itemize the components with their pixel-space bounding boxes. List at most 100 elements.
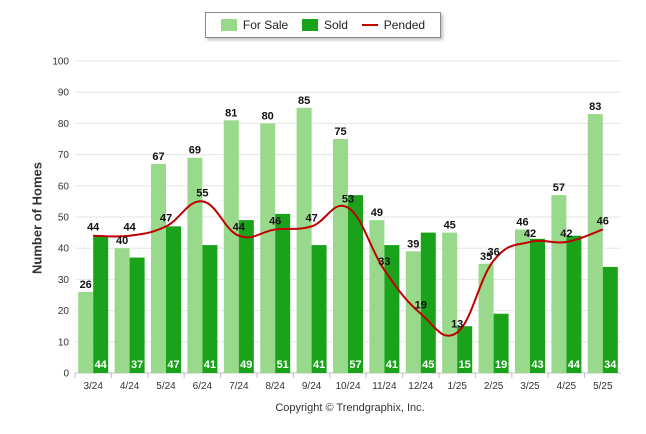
bar-for-sale [405,251,421,373]
data-label-pended: 47 [305,212,317,224]
data-label-pended: 55 [196,187,208,199]
legend-item-for-sale[interactable]: For Sale [220,18,289,32]
x-tick-label: 1/25 [447,381,467,392]
bar-for-sale [587,114,603,373]
data-label-for-sale: 26 [80,279,92,291]
data-label-sold: 41 [386,359,398,371]
x-tick-label: 8/24 [265,381,285,392]
data-label-pended: 33 [378,256,390,268]
bar-for-sale [151,163,166,373]
data-label-for-sale: 46 [516,216,528,228]
copyright-text: Copyright © Trendgraphix, Inc. [275,402,425,414]
data-label-pended: 13 [451,318,463,330]
bar-sold [275,213,291,373]
data-label-pended: 47 [160,212,172,224]
bar-for-sale [551,195,567,373]
bar-for-sale [369,220,385,373]
bar-sold [166,226,181,373]
bar-for-sale [296,107,312,374]
y-tick-label: 90 [58,88,70,99]
y-tick-label: 40 [58,244,70,255]
data-label-for-sale: 57 [553,182,565,194]
bar-for-sale [442,232,458,373]
data-label-sold: 19 [495,359,507,371]
bar-for-sale [223,120,239,373]
data-label-for-sale: 80 [262,110,274,122]
data-label-sold: 44 [568,359,581,371]
data-label-sold: 51 [277,359,289,371]
data-label-pended: 46 [597,215,609,227]
bar-sold [311,245,327,373]
data-label-sold: 41 [313,359,325,371]
x-tick-label: 6/24 [193,381,213,392]
data-label-for-sale: 75 [334,126,346,138]
data-label-sold: 45 [422,359,434,371]
legend-swatch-sold [301,19,318,31]
bar-for-sale [478,263,494,373]
bar-sold [457,326,473,373]
bar-sold [493,313,509,373]
y-tick-label: 60 [58,181,70,192]
data-label-sold: 15 [459,359,471,371]
bar-sold [129,257,145,373]
y-tick-label: 10 [58,337,70,348]
bar-sold [93,235,109,373]
data-label-for-sale: 85 [298,95,310,107]
bar-sold [420,232,436,373]
data-label-sold: 49 [240,359,252,371]
y-tick-label: 0 [63,369,69,380]
x-tick-label: 4/25 [557,381,577,392]
data-label-sold: 43 [531,359,543,371]
data-label-pended: 53 [342,194,354,206]
data-label-pended: 19 [415,300,427,312]
data-label-for-sale: 81 [225,107,237,119]
bar-sold [566,235,582,373]
data-label-pended: 44 [123,222,136,234]
data-label-pended: 44 [87,222,100,234]
bar-for-sale [260,123,276,374]
bar-sold [348,195,363,373]
data-label-pended: 36 [487,247,499,259]
data-label-sold: 41 [204,359,216,371]
data-label-sold: 47 [167,359,179,371]
bar-for-sale [187,157,203,373]
x-tick-label: 12/24 [408,381,433,392]
data-label-sold: 44 [95,359,108,371]
bar-for-sale [114,248,130,373]
data-label-for-sale: 83 [589,101,601,113]
data-label-for-sale: 49 [371,207,383,219]
legend-item-sold[interactable]: Sold [301,18,348,32]
data-label-pended: 42 [524,228,536,240]
bar-sold [602,266,618,373]
data-label-for-sale: 45 [444,220,456,232]
y-tick-label: 80 [58,119,70,130]
y-tick-label: 100 [52,57,69,68]
y-tick-label: 30 [58,275,70,286]
x-tick-label: 9/24 [302,381,322,392]
data-label-for-sale: 67 [152,151,164,163]
y-tick-label: 20 [58,306,70,317]
legend-label-sold: Sold [323,18,348,32]
legend-swatch-pended [361,24,378,26]
data-label-for-sale: 35 [480,251,492,263]
legend-item-pended[interactable]: Pended [361,18,426,32]
bar-for-sale [333,139,348,373]
bar-for-sale [515,229,530,373]
line-pended [93,200,604,337]
data-label-pended: 46 [269,215,281,227]
legend-label-for-sale: For Sale [242,18,289,32]
x-tick-label: 3/25 [520,381,540,392]
data-label-for-sale: 69 [189,145,201,157]
data-label-for-sale: 40 [116,235,128,247]
legend-label-pended: Pended [383,18,426,32]
data-label-sold: 37 [131,359,143,371]
legend: For Sale Sold Pended [205,12,441,38]
data-label-for-sale: 39 [407,238,419,250]
data-label-sold: 57 [349,359,361,371]
bar-sold [530,238,545,373]
x-tick-label: 4/24 [120,381,140,392]
x-tick-label: 10/24 [335,381,360,392]
data-label-pended: 44 [233,222,246,234]
y-axis-title: Number of Homes [29,162,45,274]
